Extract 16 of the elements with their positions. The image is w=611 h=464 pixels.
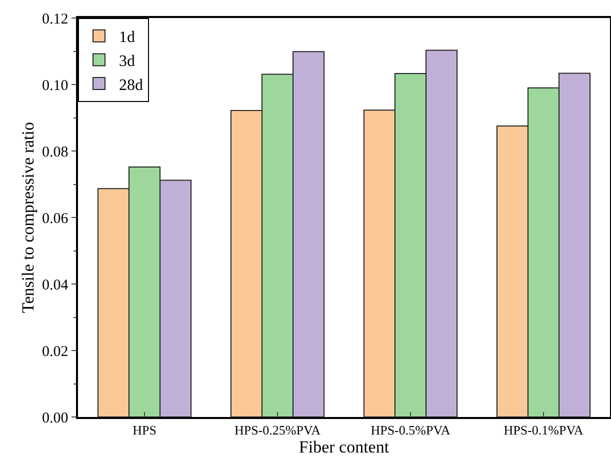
y-tick-label: 0.04: [42, 277, 69, 294]
legend-label: 28d: [119, 76, 143, 94]
y-tick-label: 0.10: [42, 78, 68, 94]
x-tick-label: HPS-0.1%PVA: [504, 422, 584, 438]
legend-label: 3d: [119, 52, 135, 70]
x-axis-title: Fiber content: [298, 438, 390, 457]
y-axis-title: Tensile to compressive ratio: [18, 122, 38, 313]
x-tick-label: HPS: [132, 422, 156, 438]
y-tick-label: 0.00: [42, 410, 68, 426]
y-tick-label: 0.08: [42, 144, 68, 160]
y-tick-label: 0.02: [42, 344, 68, 360]
x-tick-label: HPS-0.5%PVA: [370, 422, 451, 438]
y-tick-label: 0.06: [42, 210, 69, 227]
x-tick-label: HPS-0.25%PVA: [234, 422, 322, 438]
legend-label: 1d: [119, 29, 135, 46]
y-tick-label: 0.12: [42, 11, 68, 28]
